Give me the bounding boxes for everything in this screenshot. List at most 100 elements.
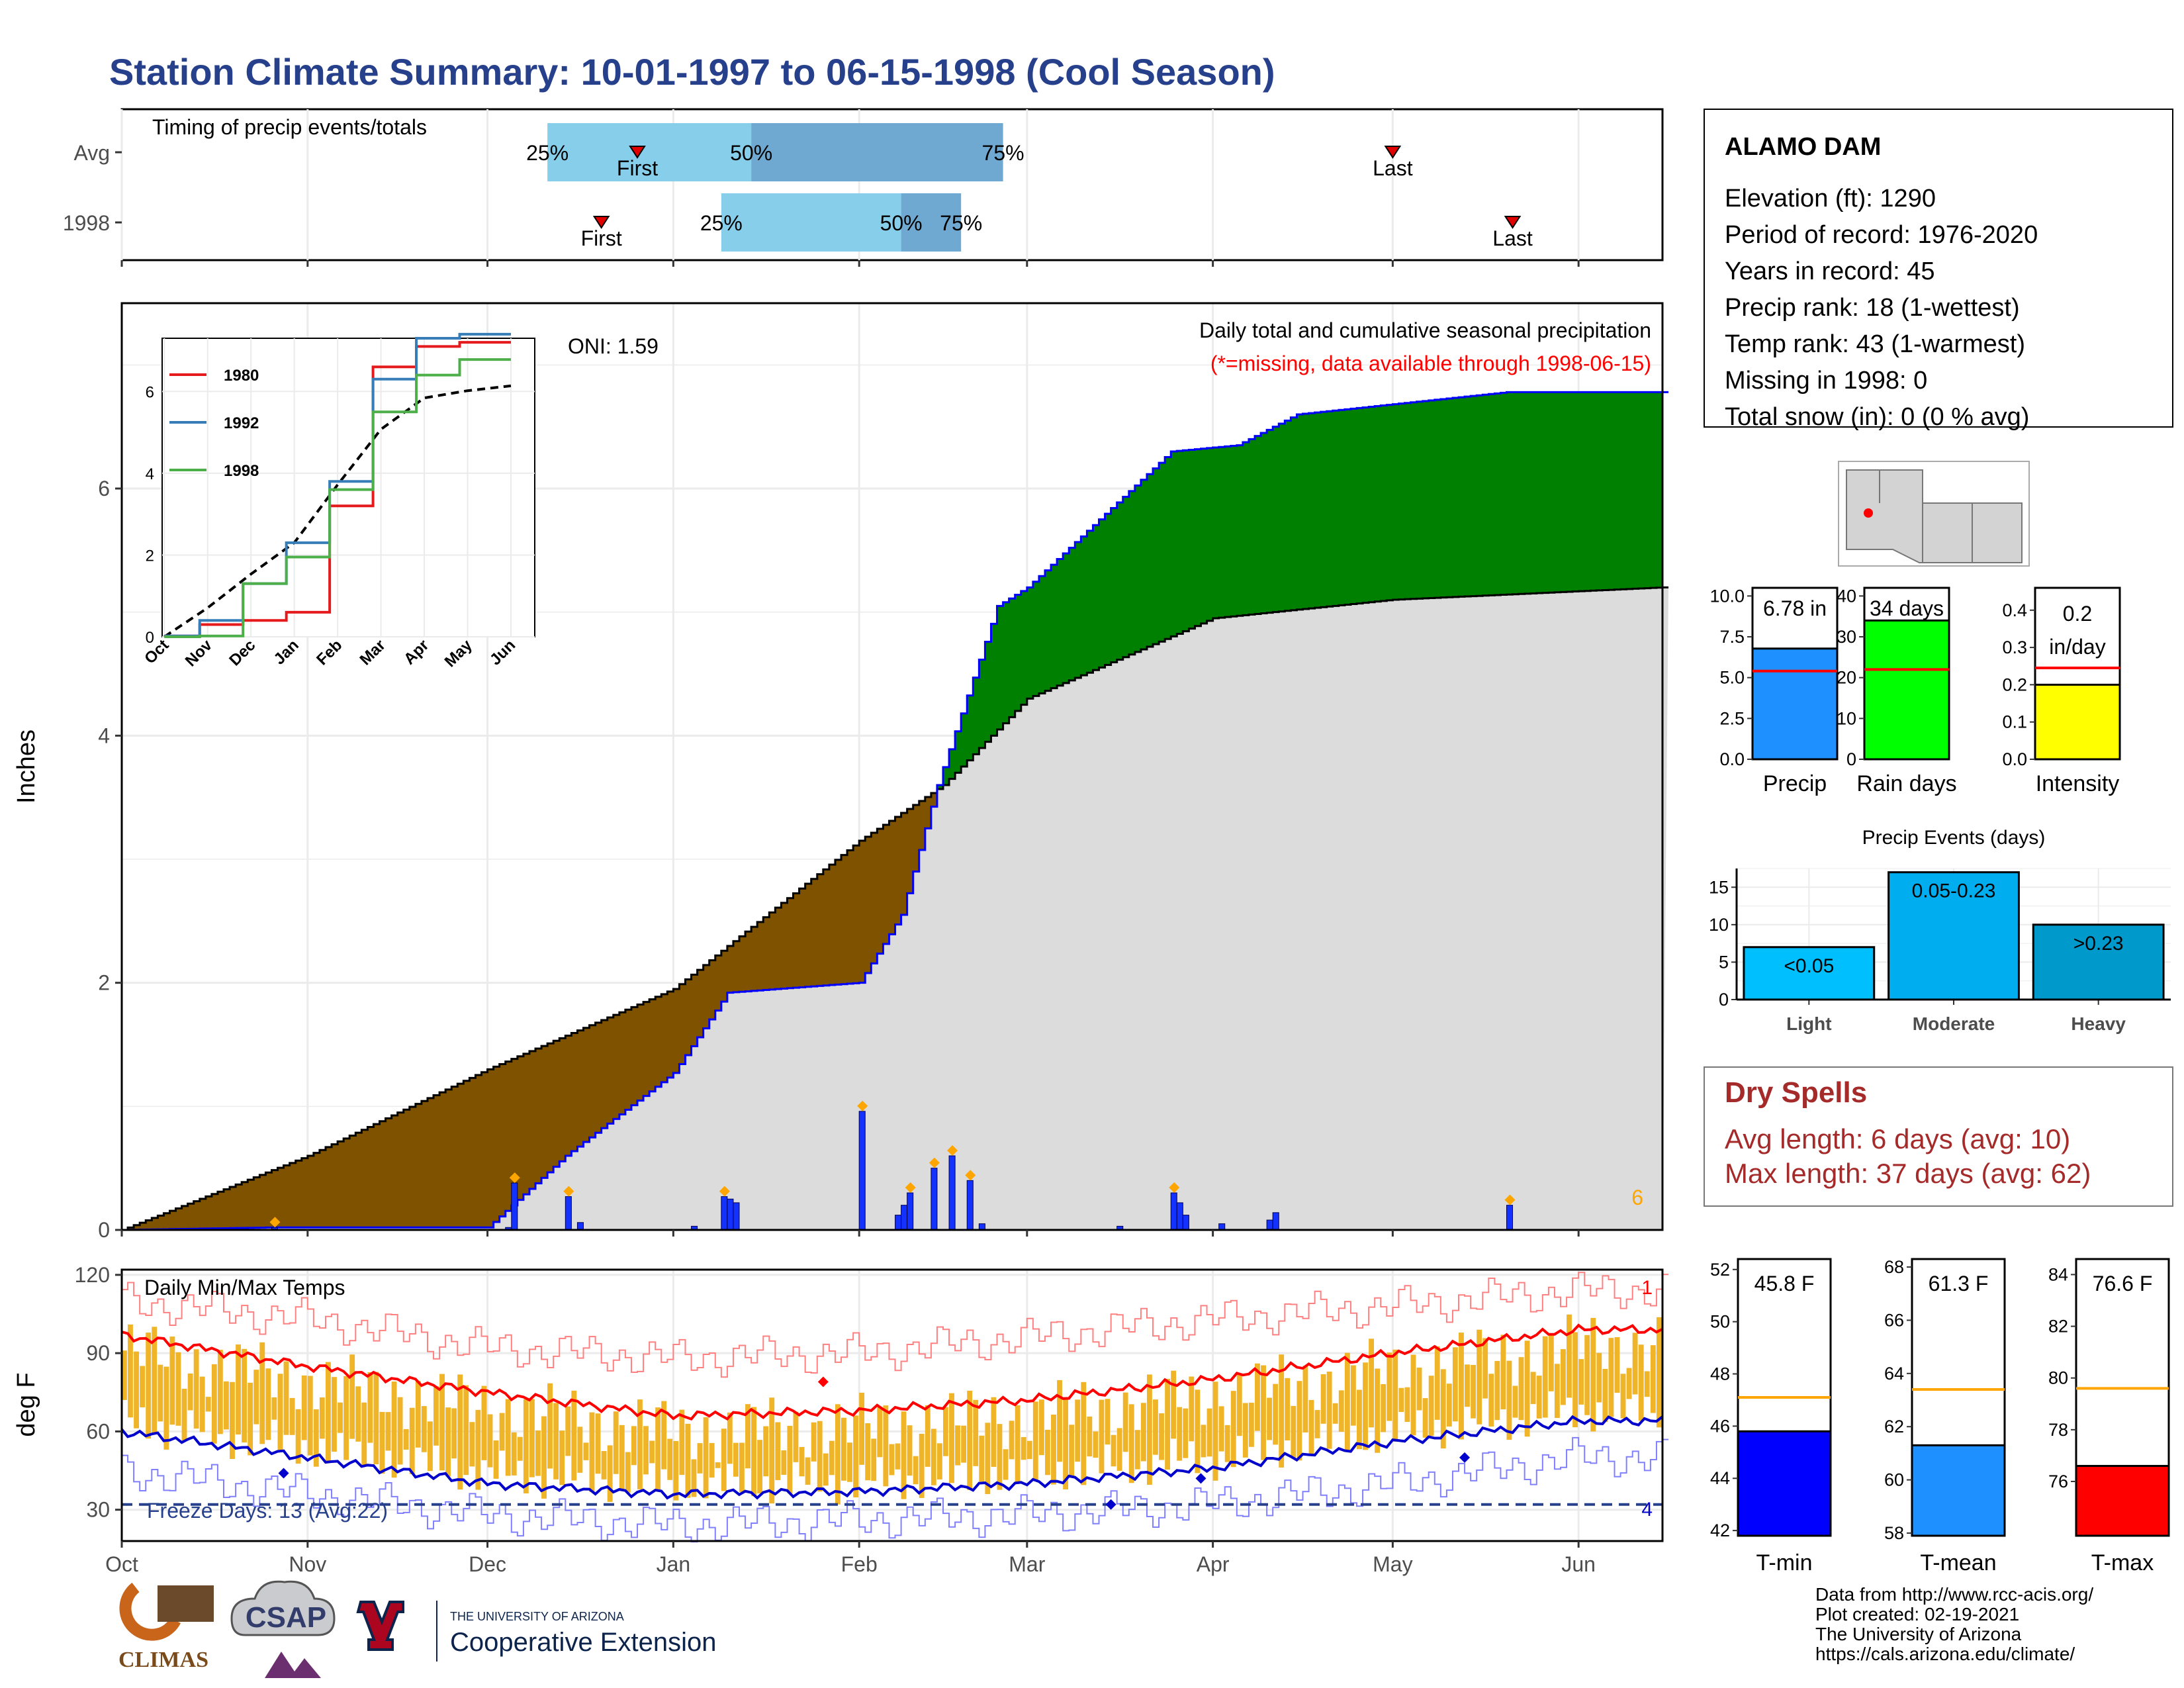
daily-temp-bar [715, 1462, 721, 1468]
daily-temp-bar [421, 1406, 427, 1452]
event-marker [563, 1186, 574, 1197]
event-range-label: <0.05 [1784, 955, 1834, 977]
daily-temp-bar [769, 1397, 775, 1504]
daily-temp-bar [1404, 1387, 1410, 1423]
temp-frame [120, 1268, 1664, 1542]
first-event-label: First [581, 226, 622, 250]
daily-precip-bar [1506, 1205, 1514, 1231]
daily-temp-bar [1153, 1399, 1158, 1455]
daily-temp-bar [1338, 1390, 1344, 1432]
daily-temp-bar [181, 1388, 187, 1442]
daily-temp-bar [607, 1445, 613, 1502]
first-event-marker [629, 146, 646, 159]
daily-temp-bar [727, 1412, 733, 1464]
daily-temp-bar [1099, 1399, 1105, 1474]
daily-temp-bar [931, 1429, 936, 1485]
temp-bar-label: T-min [1756, 1550, 1813, 1575]
daily-temp-bar [823, 1453, 829, 1486]
daily-temp-bar [1314, 1410, 1320, 1438]
daily-temp-bar [457, 1374, 463, 1490]
y-tick-label: 44 [1710, 1468, 1730, 1488]
month-label: Dec [469, 1552, 506, 1576]
daily-temp-bar [193, 1349, 199, 1429]
daily-temp-bar [1195, 1389, 1201, 1474]
y-tick-label: 80 [2048, 1368, 2068, 1388]
daily-temp-bar [1128, 1404, 1134, 1483]
daily-temp-bar [1261, 1365, 1266, 1460]
daily-temp-bar [307, 1376, 313, 1456]
y-tick-label: 15 [1709, 877, 1729, 897]
y-tick-label: 0.2 [2002, 675, 2027, 694]
daily-temp-bar [1111, 1434, 1116, 1467]
daily-temp-bar [739, 1442, 745, 1492]
event-category-label: Moderate [1913, 1013, 1995, 1034]
daily-temp-bar [1512, 1385, 1518, 1418]
mini-bar-value: 0.2 [2063, 602, 2092, 626]
daily-temp-bar [1465, 1364, 1470, 1407]
daily-temp-bar [1590, 1317, 1596, 1432]
daily-temp-bar [1087, 1416, 1093, 1457]
daily-temp-bar [1332, 1403, 1338, 1424]
y-tick-label: 52 [1710, 1260, 1730, 1280]
station-info: ALAMO DAM Elevation (ft): 1290 Period of r… [1704, 109, 2173, 567]
daily-temp-bar [439, 1374, 445, 1471]
timing-title: Timing of precip events/totals [152, 115, 427, 139]
daily-temp-bar [799, 1446, 805, 1477]
daily-temp-bar [679, 1409, 685, 1476]
freeze-days-label: Freeze Days: 13 (Avg:22) [147, 1499, 388, 1523]
daily-temp-bar [1626, 1368, 1632, 1399]
daily-temp-bar [265, 1368, 271, 1440]
event-count-label: 6 [1631, 1186, 1643, 1209]
daily-temp-bar [1561, 1349, 1566, 1405]
daily-temp-bar [1650, 1345, 1656, 1413]
daily-temp-bar [1392, 1349, 1398, 1442]
daily-temp-bar [787, 1425, 793, 1493]
daily-temp-bar [397, 1397, 403, 1465]
daily-temp-bar [1488, 1374, 1494, 1427]
daily-temp-bar [1350, 1365, 1356, 1426]
daily-temp-bar [925, 1405, 931, 1467]
inset-series-1992 [164, 332, 511, 637]
daily-temp-bar [1584, 1335, 1590, 1415]
oni-label: ONI: 1.59 [568, 334, 659, 358]
record-marker [278, 1468, 289, 1479]
daily-temp-bar [367, 1372, 373, 1443]
y-tick-label: 64 [1884, 1364, 1904, 1383]
daily-temp-bar [1044, 1429, 1050, 1476]
observed-cumulative-line [122, 391, 1669, 1231]
y-tick-label: 76 [2048, 1472, 2068, 1491]
first-event-label: First [617, 156, 658, 180]
daily-temp-bar [847, 1442, 852, 1482]
station-box [1704, 109, 2173, 428]
daily-temp-bar [1267, 1397, 1273, 1440]
y-tick-label: 5.0 [1719, 668, 1745, 688]
daily-temp-bar [877, 1407, 883, 1458]
daily-temp-bar [793, 1411, 799, 1462]
daily-temp-bar [625, 1452, 631, 1493]
daily-temp-bar [415, 1381, 421, 1448]
daily-temp-bar [242, 1348, 248, 1443]
daily-temp-bar [979, 1435, 985, 1482]
daily-temp-bar [463, 1385, 469, 1476]
daily-temp-bar [1572, 1332, 1578, 1428]
y-tick-label: 62 [1884, 1417, 1904, 1436]
daily-temp-bar [1146, 1374, 1152, 1485]
daily-temp-bar [301, 1375, 307, 1440]
daily-temp-bar [1320, 1374, 1326, 1424]
daily-temp-bar [1242, 1403, 1248, 1458]
daily-temp-bar [967, 1390, 973, 1490]
daily-temp-bar [277, 1374, 283, 1450]
daily-temp-bar [163, 1366, 169, 1450]
daily-temp-bar [751, 1407, 756, 1497]
y-tick-label: 48 [1710, 1364, 1730, 1384]
daily-temp-bar [475, 1409, 481, 1490]
q25-label: 25% [526, 141, 569, 165]
inset-y-label: 2 [146, 547, 154, 565]
daily-temp-bar [1524, 1340, 1530, 1437]
daily-temp-bar [158, 1364, 163, 1422]
y-tick-label: 68 [1884, 1257, 1904, 1277]
daily-temp-bar [134, 1351, 139, 1429]
precip-frame [120, 302, 1664, 1231]
daily-temp-bar [511, 1432, 517, 1476]
daily-temp-bar [1398, 1387, 1404, 1413]
